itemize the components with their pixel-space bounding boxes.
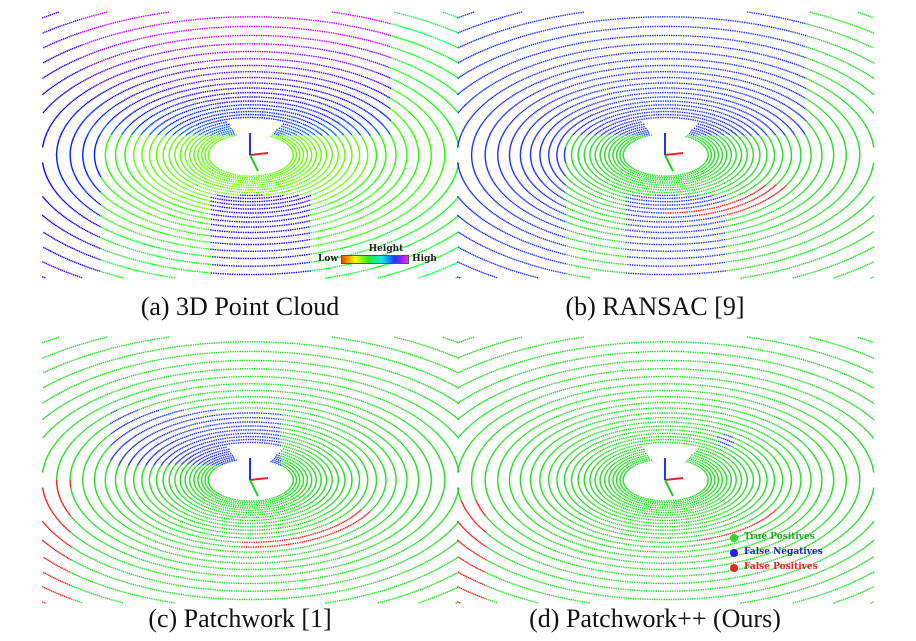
sensor-x-axis [664,152,684,156]
sensor-y-axis [249,479,259,497]
point-cloud-height-band [100,88,446,250]
false-negative-points [457,11,807,279]
false-negative-points [717,433,734,447]
sensor-y-axis [664,154,674,172]
true-positive-points [457,336,875,604]
point-cloud-height-map [42,11,460,279]
false-negative-points [110,409,282,466]
point-cloud-height-band [42,11,391,279]
true-positive-points [42,336,460,604]
false-positive-points [42,479,371,604]
colorbar-gradient [341,254,410,264]
false-positive-points [457,499,777,604]
point-cloud-height-band [80,11,392,46]
point-cloud-height-band [81,44,391,66]
green-dot-icon [730,533,738,542]
patchworkpp-result [457,336,875,604]
panel-point-cloud [40,10,460,280]
patchwork-result [42,336,460,604]
sensor-y-axis [249,154,259,172]
point-cloud-height-band [42,45,392,276]
panel-patchwork [40,335,460,605]
red-dot-icon [730,563,738,572]
point-cloud-height-band [133,134,369,210]
legend-item-true-positives: True Positives [730,530,823,545]
caption-ransac: (b) RANSAC [9] [565,292,745,321]
sensor-x-axis [249,152,269,156]
caption-patchworkpp: (d) Patchwork++ (Ours) [529,604,781,633]
point-cloud-height-band [87,124,391,136]
false-positive-points [665,184,787,216]
panel-ransac [455,10,875,280]
blue-dot-icon [730,548,738,557]
colorbar-low-label: Low [318,254,339,264]
point-cloud-height-band [391,11,460,279]
panel-patchworkpp [455,335,875,605]
ransac-result [457,11,875,279]
colorbar-title: Height [368,244,404,254]
classification-legend: True Positives False Negatives False Pos… [730,530,823,575]
caption-patchwork: (c) Patchwork [1] [148,604,332,633]
height-colorbar: Height Low High [318,244,448,264]
point-cloud-height-band [55,104,391,217]
sensor-y-axis [664,479,674,497]
caption-point-cloud: (a) 3D Point Cloud [140,292,340,321]
legend-item-false-negatives: False Negatives [730,545,823,560]
sensor-x-axis [664,477,684,481]
true-positive-points [565,11,875,279]
point-cloud-height-band [100,35,460,279]
colorbar-high-label: High [412,254,437,264]
sensor-x-axis [249,477,269,481]
legend-item-false-positives: False Positives [730,560,823,575]
